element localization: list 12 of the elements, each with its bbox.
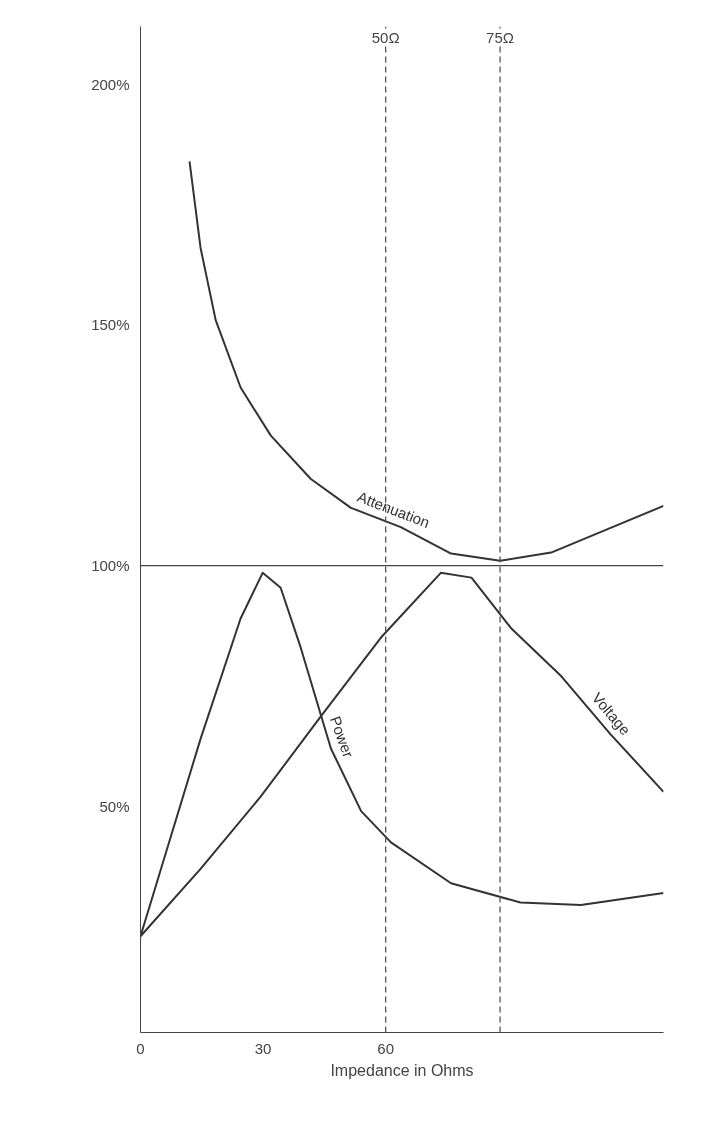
line-series — [188, 160, 664, 562]
y-tick-label: 100% — [91, 557, 130, 575]
x-tick-label: 0 — [136, 1039, 145, 1057]
x-axis-title: Impedance in Ohms — [330, 1061, 474, 1079]
ref-line-label: 75Ω — [486, 28, 515, 46]
x-tick-label: 60 — [377, 1039, 394, 1057]
y-tick-label: 150% — [91, 316, 130, 334]
ref-line-label: 50Ω — [371, 28, 400, 46]
x-tick-label: 30 — [254, 1039, 272, 1057]
y-tick-label: 50% — [99, 797, 130, 815]
text: Power — [326, 713, 358, 760]
y-tick-label: 200% — [91, 75, 130, 93]
